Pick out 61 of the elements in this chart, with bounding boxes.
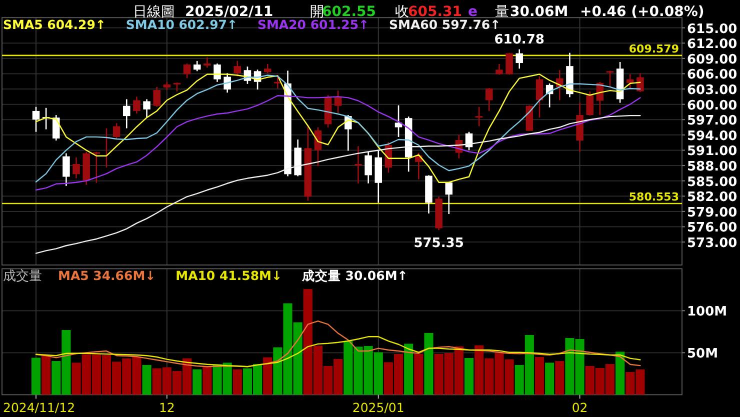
text: SMA20 601.25↑ xyxy=(257,17,370,32)
x-tick-label: 12 xyxy=(158,400,175,415)
y-tick-label: 609.00 xyxy=(687,52,738,68)
bar xyxy=(464,358,474,395)
y-tick-label: 100M xyxy=(687,304,728,320)
bar xyxy=(202,366,212,395)
line-series xyxy=(35,95,641,191)
annotation: +0.46 (+0.08%) xyxy=(580,4,704,20)
bar xyxy=(414,354,424,395)
y-tick-label: 579.00 xyxy=(687,205,738,220)
bar xyxy=(616,352,625,395)
x-tick-label: 02 xyxy=(572,400,588,415)
bar xyxy=(232,369,242,395)
y-tick-label: 588.00 xyxy=(687,160,738,175)
ref-line-label: 609.579 xyxy=(628,42,679,56)
annotation: e xyxy=(468,4,478,20)
bar xyxy=(555,361,564,395)
y-tick-label: 573.00 xyxy=(687,236,738,252)
y-tick-label: 591.00 xyxy=(687,144,738,160)
y-tick-label: 582.00 xyxy=(687,190,738,206)
annotation: 605.31 xyxy=(408,4,462,20)
y-tick-label: 576.00 xyxy=(687,220,738,236)
annotation: 開 xyxy=(310,4,324,20)
y-tick-label: 585.00 xyxy=(687,174,738,190)
annotation: 610.78 xyxy=(494,32,544,48)
y-tick-label: 603.00 xyxy=(687,83,738,98)
bar xyxy=(424,332,434,395)
y-tick-label: 597.00 xyxy=(687,114,738,129)
bar xyxy=(31,358,41,395)
chart-title: 成交量 xyxy=(3,268,42,284)
y-tick-label: 600.00 xyxy=(687,98,738,114)
text: SMA5 604.29↑ xyxy=(3,17,106,32)
bar xyxy=(142,364,152,395)
x-tick-label: 2024/11/12 xyxy=(3,400,76,415)
ref-line-label: 580.553 xyxy=(628,190,679,204)
text: SMA10 602.97↑ xyxy=(126,17,238,32)
bar xyxy=(545,362,554,395)
bar xyxy=(263,357,272,395)
y-tick-label: 615.00 xyxy=(687,22,738,37)
y-tick-label: 606.00 xyxy=(687,68,738,83)
bar xyxy=(192,369,202,395)
text: MA10 41.58M↓ xyxy=(176,268,282,283)
annotation: 2025/02/11 xyxy=(185,4,274,20)
text: SMA60 597.76↑ xyxy=(389,17,501,32)
line-series xyxy=(35,336,641,368)
annotation: 量 xyxy=(495,4,509,20)
annotation: 成交量 30.06M↑ xyxy=(300,268,408,283)
annotation: 收 xyxy=(395,4,409,20)
y-tick-label: 612.00 xyxy=(687,37,738,52)
annotation: 575.35 xyxy=(414,236,464,252)
x-tick-label: 2025/01 xyxy=(352,400,404,415)
annotation: 30.06M xyxy=(510,4,568,20)
annotation: 602.55 xyxy=(322,4,376,20)
bar xyxy=(534,356,544,395)
bar xyxy=(404,344,414,395)
annotation: 日線圖 xyxy=(133,4,175,20)
bar xyxy=(42,356,51,395)
text: MA5 34.66M↓ xyxy=(58,268,156,283)
y-tick-label: 50M xyxy=(687,346,718,362)
y-tick-label: 594.00 xyxy=(687,128,738,144)
line-series xyxy=(35,320,641,368)
